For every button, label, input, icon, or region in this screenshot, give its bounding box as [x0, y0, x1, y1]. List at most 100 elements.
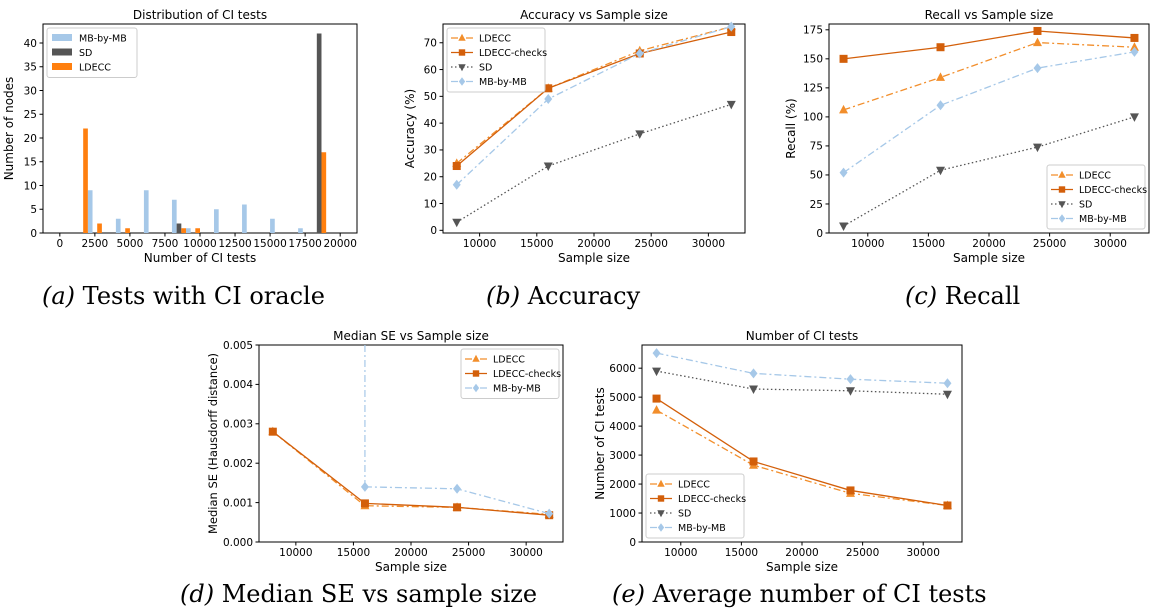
chart-b-ytick-label: 70 [424, 38, 437, 50]
chart-c-point-sd [1129, 113, 1139, 122]
chart-c-point-mb-by-mb [1033, 63, 1042, 74]
chart-b-legend-marker-mb-by-mb [458, 77, 466, 86]
chart-e-series-mb-by-mb [656, 352, 948, 384]
chart-e-point-ldecc-checks [652, 394, 661, 403]
chart-c-legend-label-ldecc: LDECC [1079, 171, 1111, 182]
chart-e-ytick-label: 3000 [609, 450, 636, 462]
chart-d-xtick-label: 25000 [452, 547, 485, 559]
chart-a-bar-mb-by-mb [171, 199, 177, 233]
caption-c: (c) Recall [905, 282, 1020, 310]
caption-b: (b) Accuracy [486, 282, 640, 310]
chart-c-xtick-label: 20000 [972, 238, 1005, 250]
chart-a-bar-mb-by-mb [270, 218, 275, 233]
chart-a-bar-sd [316, 33, 322, 233]
chart-b-ytick-label: 20 [424, 172, 437, 184]
chart-a-xtick-label: 15000 [253, 238, 286, 250]
chart-c-ytick-label: 75 [810, 141, 823, 153]
chart-c-legend-marker-ldecc-checks [1058, 186, 1066, 193]
chart-d-point-mb-by-mb [360, 481, 369, 492]
chart-c-point-ldecc-checks [839, 54, 848, 63]
chart-d-ytick-label: 0.001 [223, 497, 253, 509]
chart-e-series-sd [656, 370, 948, 395]
chart-a-legend-swatch-mb-by-mb [52, 34, 72, 41]
chart-a-bar-ldecc [83, 128, 88, 233]
chart-e-legend-label-mb-by-mb: MB-by-MB [678, 523, 726, 534]
chart-c-ytick-label: 150 [803, 54, 823, 66]
chart-c-legend-marker-ldecc [1058, 170, 1066, 178]
chart-c-legend-marker-sd [1058, 201, 1066, 209]
chart-a-xtick-label: 0 [56, 238, 63, 250]
chart-a-bar-ldecc [321, 152, 327, 233]
chart-e-xtick-label: 15000 [725, 547, 758, 559]
panel-b-accuracy-chart: Accuracy vs Sample size 10000 15000 20000 25… [403, 8, 746, 265]
chart-a-title: Distribution of CI tests [133, 8, 267, 22]
chart-b-series-ldecc-checks [456, 31, 732, 167]
chart-d-xtick-label: 15000 [337, 547, 370, 559]
chart-d-legend-label-mb-by-mb: MB-by-MB [493, 384, 541, 395]
chart-c-point-ldecc-checks [1033, 26, 1042, 35]
chart-a-bar-mb-by-mb [298, 228, 303, 233]
chart-e-legend-marker-ldecc [657, 479, 665, 487]
chart-b-ytick-label: 40 [424, 118, 437, 130]
chart-e-point-sd [845, 387, 855, 396]
chart-d-point-mb-by-mb [545, 508, 554, 519]
chart-d-xtick-label: 20000 [394, 547, 427, 559]
chart-b-xlabel: Sample size [558, 251, 630, 265]
chart-b-legend [446, 27, 546, 93]
chart-a-xtick-label: 12500 [218, 238, 251, 250]
chart-b-ylabel: Accuracy (%) [403, 89, 417, 168]
chart-c-xlabel: Sample size [953, 251, 1025, 265]
chart-c-ytick-label: 0 [816, 228, 823, 240]
chart-b-ytick-label: 10 [424, 198, 437, 210]
chart-b-ytick-label: 30 [424, 145, 437, 157]
chart-d-point-ldecc-checks [360, 499, 369, 508]
chart-c-point-ldecc [1032, 37, 1042, 47]
chart-c-ytick-label: 50 [810, 170, 823, 182]
chart-b-legend-label-sd: SD [479, 63, 492, 74]
chart-d-ytick-label: 0.003 [223, 419, 253, 431]
chart-b-point-ldecc-checks [727, 28, 736, 37]
chart-c-point-mb-by-mb [1130, 46, 1139, 57]
chart-a-bar-mb-by-mb [115, 218, 121, 233]
chart-b-legend-marker-ldecc [458, 33, 466, 41]
chart-b-ytick-label: 60 [424, 64, 437, 76]
chart-a-ylabel: Number of nodes [2, 77, 16, 181]
chart-c-ytick-label: 25 [810, 199, 823, 211]
chart-c-xtick-label: 30000 [1094, 238, 1127, 250]
chart-c-point-ldecc [839, 104, 849, 114]
caption-a-text: Tests with CI oracle [75, 282, 325, 310]
chart-d-point-ldecc-checks [268, 427, 277, 436]
chart-a-xtick-label: 20000 [323, 238, 356, 250]
caption-a: (a) Tests with CI oracle [42, 282, 325, 310]
chart-d-ylabel: Median SE (Hausdorff distance) [206, 353, 220, 534]
chart-e-xtick-label: 10000 [664, 547, 697, 559]
chart-b-point-mb-by-mb [452, 179, 461, 190]
chart-a-ytick-label: 35 [24, 62, 37, 74]
chart-c-legend-label-sd: SD [1079, 200, 1092, 211]
chart-b-series-ldecc [456, 26, 732, 164]
chart-c-point-ldecc-checks [1130, 33, 1139, 42]
chart-e-legend-label-ldecc-checks: LDECC-checks [678, 494, 746, 505]
chart-b-legend-label-ldecc-checks: LDECC-checks [479, 48, 547, 59]
chart-a-xtick-label: 2500 [81, 238, 108, 250]
chart-e-ytick-label: 6000 [609, 363, 636, 375]
chart-e-legend-label-sd: SD [678, 509, 691, 520]
chart-a-bar-mb-by-mb [143, 190, 149, 233]
chart-b-point-ldecc-checks [452, 162, 461, 171]
caption-c-letter: (c) [905, 282, 938, 310]
chart-e-point-ldecc [652, 405, 662, 414]
chart-a-bar-mb-by-mb [214, 209, 219, 233]
chart-e-point-mb-by-mb [749, 368, 758, 379]
chart-d-legend-label-ldecc-checks: LDECC-checks [493, 369, 561, 380]
chart-a-xtick-label: 5000 [117, 238, 144, 250]
chart-b-point-mb-by-mb [635, 48, 644, 59]
chart-c-point-mb-by-mb [936, 100, 945, 111]
chart-b-xtick-label: 15000 [520, 238, 553, 250]
chart-e-title: Number of CI tests [746, 329, 858, 343]
chart-e-point-sd [652, 367, 662, 377]
chart-d-ytick-label: 0.002 [223, 458, 253, 470]
chart-b-series-mb-by-mb [456, 26, 732, 186]
caption-c-text: Recall [937, 282, 1021, 310]
